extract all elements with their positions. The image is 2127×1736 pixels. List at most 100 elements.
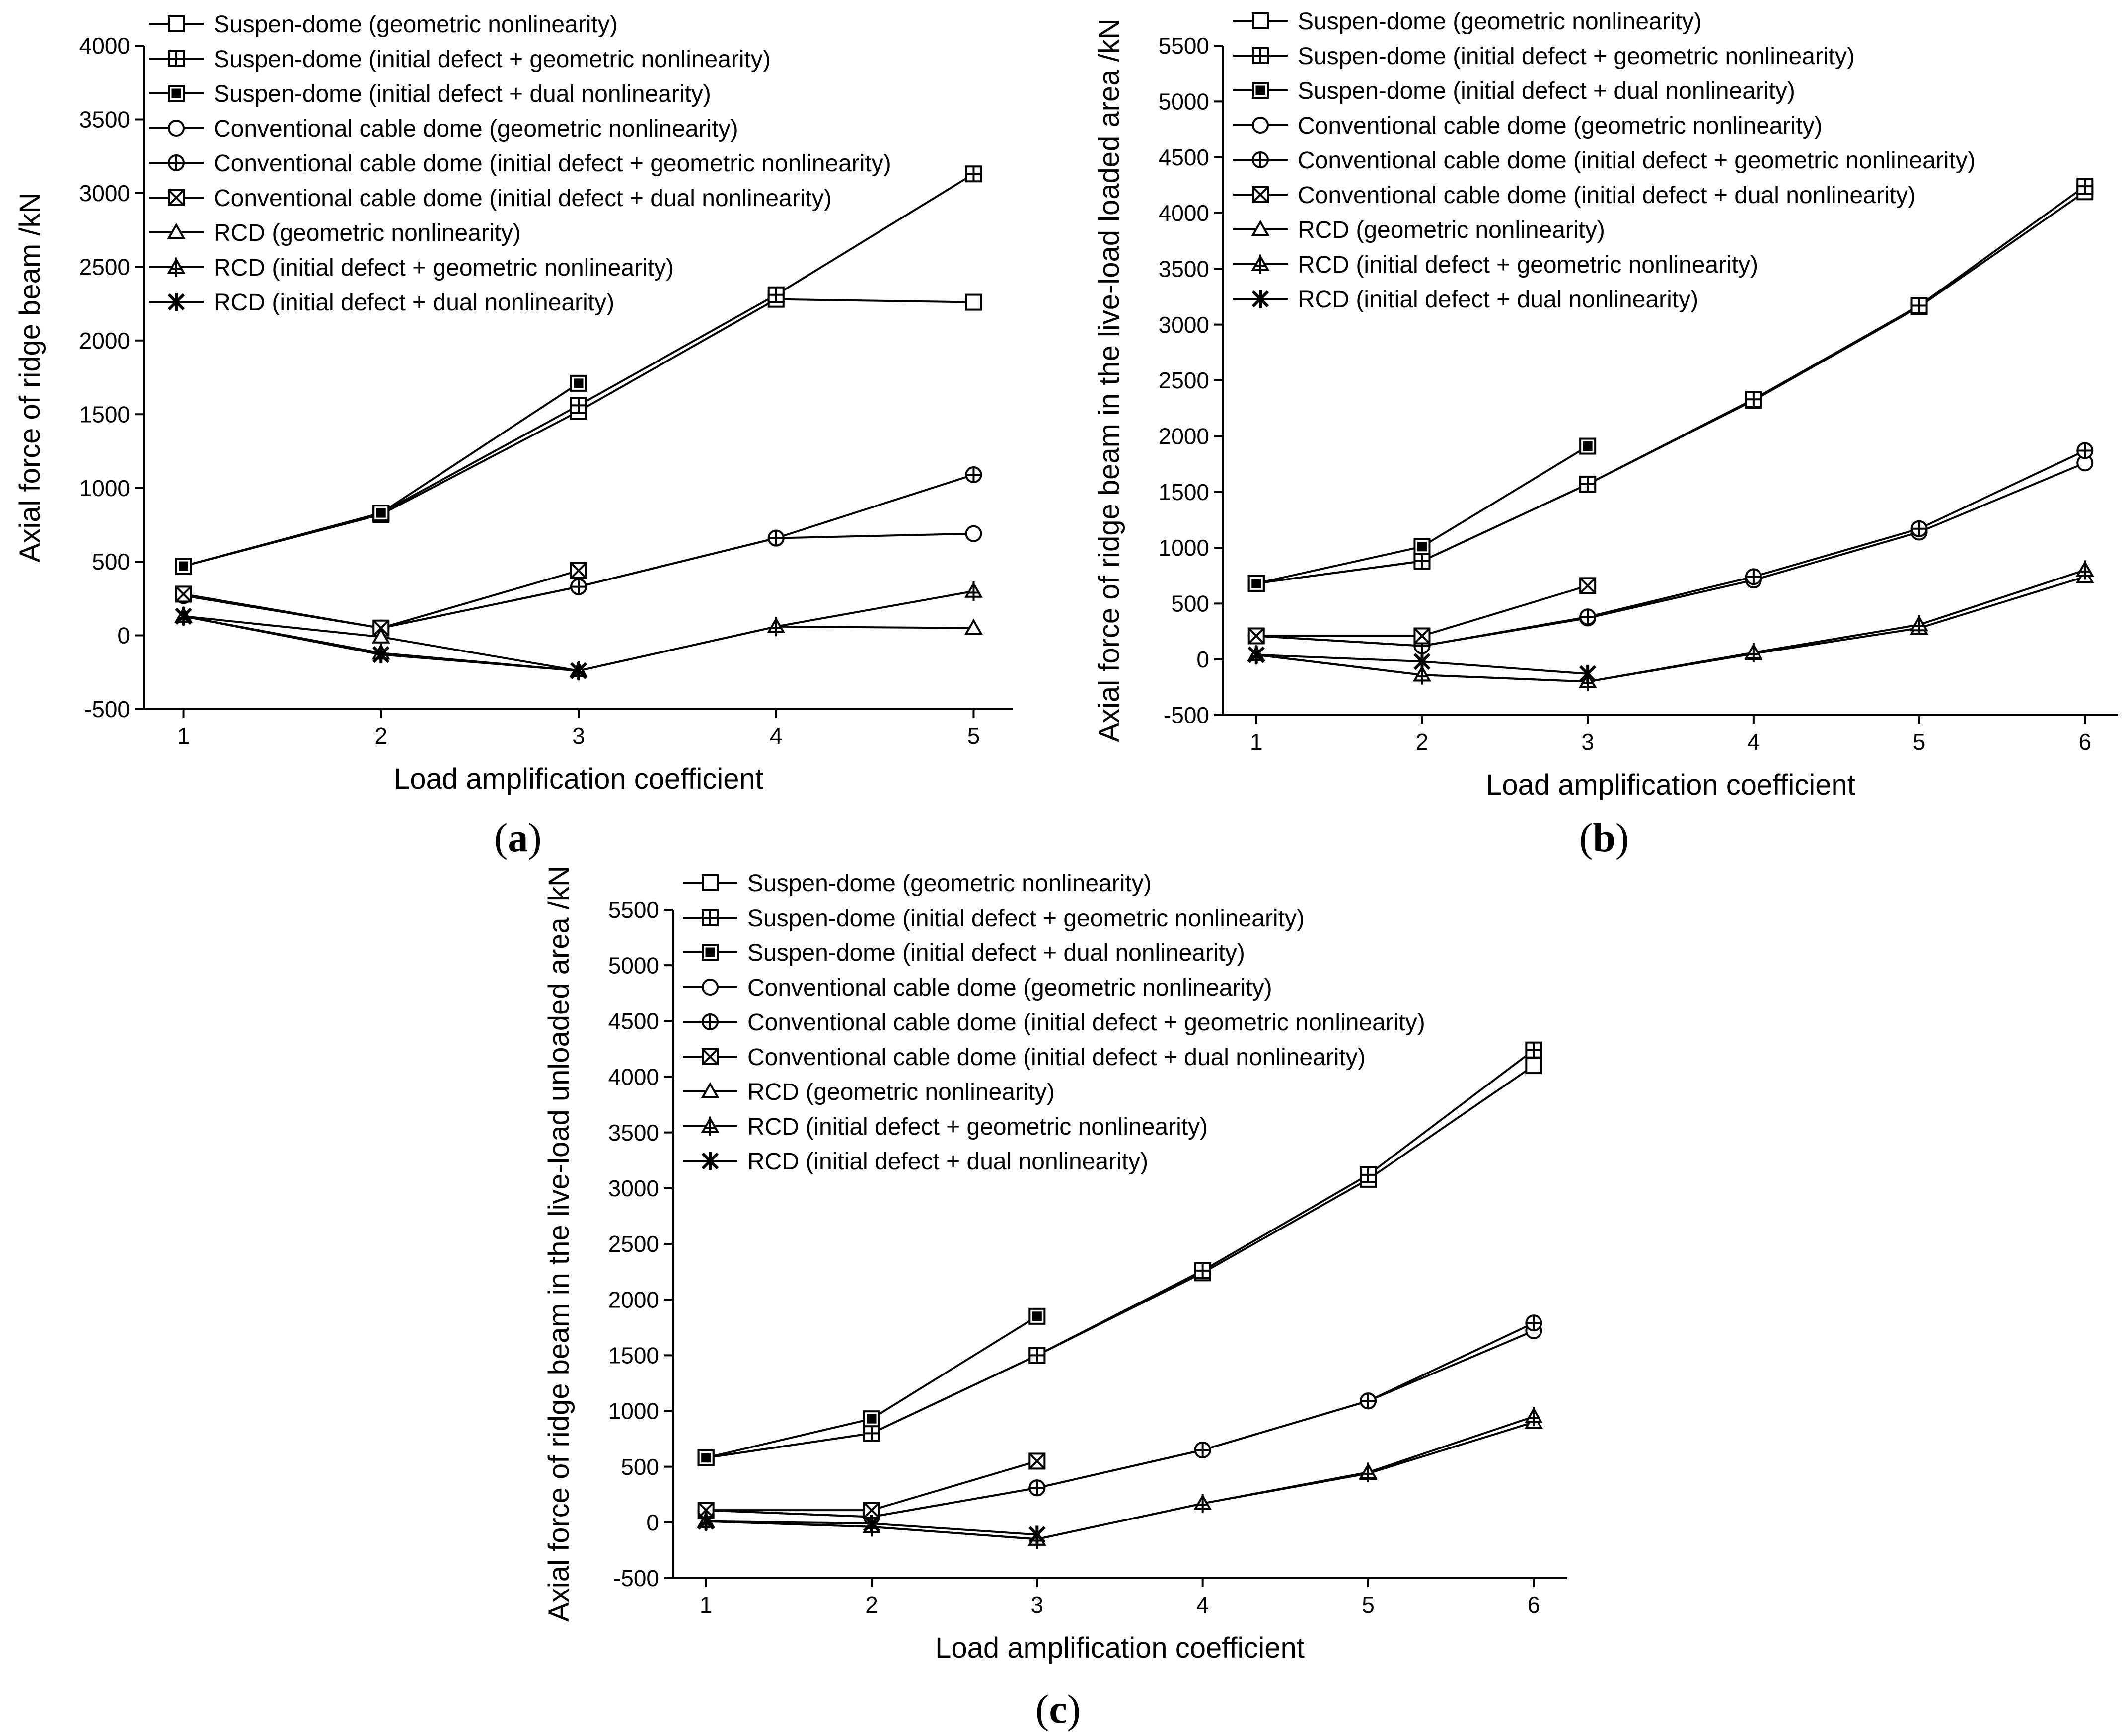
chart-b-series-suspen-dome-initial-defect-dual-nonlinearity-point-1 bbox=[1413, 538, 1431, 555]
chart-a-y-tick-label-5: 2000 bbox=[79, 328, 130, 354]
chart-c-legend-entry-2-marker-dot bbox=[705, 947, 715, 957]
chart-b-legend: Suspen-dome (geometric nonlinearity) Susp… bbox=[1233, 8, 1976, 313]
chart-b-legend-entry-0-marker bbox=[1252, 12, 1269, 29]
chart-c-legend-entry-0-marker-shape bbox=[702, 874, 719, 891]
chart-c-series-conventional-cable-dome-initial-defect-geometric-nonlinearity-point-4 bbox=[1360, 1392, 1377, 1410]
chart-a-legend-entry-2-marker bbox=[168, 85, 185, 102]
chart-b-y-tick-label-6: 2500 bbox=[1159, 367, 1209, 393]
chart-a-series-rcd-geometric-nonlinearity-point-1 bbox=[371, 627, 390, 644]
chart-b-series-conventional-cable-dome-geometric-nonlinearity-line bbox=[1256, 462, 2086, 647]
chart-c-y-axis-label: Axial force of ridge beam in the live-lo… bbox=[543, 866, 575, 1622]
chart-c-series-rcd-initial-defect-geometric-nonlinearity-point-5 bbox=[1524, 1407, 1543, 1427]
chart-b-x-tick-label-4: 5 bbox=[1913, 729, 1926, 755]
chart-a-legend-entry-8-label: RCD (initial defect + dual nonlinearity) bbox=[214, 289, 614, 316]
chart-c-y-tick-label-9: 4000 bbox=[608, 1064, 659, 1090]
chart-a-series-conventional-cable-dome-initial-defect-dual-nonlinearity bbox=[175, 562, 587, 637]
chart-b-x-tick-label-1: 2 bbox=[1416, 729, 1429, 755]
chart-b-series-suspen-dome-initial-defect-dual-nonlinearity-point-1-dot bbox=[1417, 542, 1427, 552]
chart-a-series-suspen-dome-geometric-nonlinearity-line bbox=[183, 298, 974, 567]
chart-b-y-tick-label-7: 3000 bbox=[1159, 312, 1209, 338]
chart-b-x-tick-label-2: 3 bbox=[1581, 729, 1594, 755]
chart-b-series-suspen-dome-initial-defect-geometric-nonlinearity-point-5 bbox=[2076, 178, 2094, 195]
chart-a-legend-entry-7-marker bbox=[167, 257, 186, 277]
panel-label-c-text: c bbox=[1049, 1686, 1067, 1732]
chart-c-y-tick-label-1: 0 bbox=[646, 1510, 659, 1535]
chart-a-series-conventional-cable-dome-geometric-nonlinearity-point-4-shape bbox=[965, 525, 982, 542]
chart-a-legend-entry-2-label: Suspen-dome (initial defect + dual nonli… bbox=[214, 81, 711, 107]
chart-c-series-suspen-dome-initial-defect-dual-nonlinearity-point-2-dot bbox=[1032, 1311, 1042, 1321]
chart-a-legend-entry-8: RCD (initial defect + dual nonlinearity) bbox=[149, 289, 614, 316]
chart-b-legend-entry-0-marker-shape bbox=[1252, 12, 1269, 29]
chart-b-legend-entry-7: RCD (initial defect + geometric nonlinea… bbox=[1233, 252, 1758, 278]
chart-c-series-conventional-cable-dome-initial-defect-geometric-nonlinearity-point-2 bbox=[1028, 1479, 1046, 1497]
chart-b-legend-entry-8-marker bbox=[1251, 290, 1269, 308]
chart-c-series-rcd-initial-defect-dual-nonlinearity-point-1 bbox=[863, 1515, 880, 1533]
chart-b-series-conventional-cable-dome-geometric-nonlinearity bbox=[1247, 454, 2094, 654]
chart-b-y-tick-label-11: 5000 bbox=[1159, 88, 1209, 114]
chart-c-legend-entry-6-marker bbox=[701, 1082, 720, 1098]
chart-b-x-tick-label-3: 4 bbox=[1747, 729, 1760, 755]
chart-b-series-suspen-dome-initial-defect-dual-nonlinearity-point-0-dot bbox=[1251, 579, 1261, 588]
chart-b-series-rcd-geometric-nonlinearity-line bbox=[1256, 576, 2085, 683]
chart-b-legend-entry-5-label: Conventional cable dome (initial defect … bbox=[1298, 182, 1916, 209]
chart-b-x-tick-label-0: 1 bbox=[1250, 729, 1263, 755]
chart-b-series-suspen-dome-initial-defect-dual-nonlinearity bbox=[1247, 437, 1597, 592]
chart-a-series-rcd-geometric-nonlinearity-point-4-shape bbox=[964, 618, 983, 635]
chart-a-legend-entry-1-label: Suspen-dome (initial defect + geometric … bbox=[214, 46, 771, 72]
chart-a-legend-entry-2-marker-dot bbox=[171, 88, 181, 98]
chart-c-series-conventional-cable-dome-geometric-nonlinearity-line bbox=[706, 1330, 1535, 1518]
chart-c-series-suspen-dome-initial-defect-dual-nonlinearity-point-1-dot bbox=[867, 1414, 877, 1424]
chart-b-legend-entry-4-label: Conventional cable dome (initial defect … bbox=[1298, 147, 1976, 174]
chart-a-series-conventional-cable-dome-initial-defect-geometric-nonlinearity-point-3 bbox=[767, 529, 785, 547]
chart-a-x-tick-label-4: 5 bbox=[967, 723, 980, 749]
chart-c-series-suspen-dome-initial-defect-geometric-nonlinearity-point-1 bbox=[863, 1425, 880, 1442]
chart-c-legend-entry-3-marker bbox=[702, 979, 719, 996]
chart-c-series-conventional-cable-dome-initial-defect-geometric-nonlinearity-point-3 bbox=[1194, 1442, 1211, 1459]
chart-a-series-conventional-cable-dome-initial-defect-geometric-nonlinearity-point-4 bbox=[965, 466, 982, 483]
chart-a-series-rcd-initial-defect-geometric-nonlinearity-point-4 bbox=[964, 581, 983, 601]
chart-b-y-axis-label: Axial force of ridge beam in the live-lo… bbox=[1093, 18, 1125, 742]
chart-b-series-rcd-initial-defect-geometric-nonlinearity-line bbox=[1256, 569, 2085, 683]
chart-b-y-tick-label-2: 500 bbox=[1171, 590, 1209, 616]
chart-b-y-tick-label-3: 1000 bbox=[1159, 535, 1209, 561]
chart-c-legend-entry-2-marker bbox=[702, 944, 719, 961]
chart-c-y-tick-label-7: 3000 bbox=[608, 1175, 659, 1201]
chart-b-legend-entry-7-marker bbox=[1251, 254, 1270, 274]
panel-label-b: (b) bbox=[1579, 815, 1629, 860]
chart-b-legend-entry-6-marker-shape bbox=[1251, 219, 1270, 236]
chart-c-series-rcd-initial-defect-dual-nonlinearity-point-0 bbox=[697, 1512, 715, 1530]
chart-a-series-conventional-cable-dome-initial-defect-geometric-nonlinearity-line bbox=[183, 474, 974, 629]
chart-c-legend-entry-4-marker bbox=[702, 1013, 719, 1030]
chart-c-series-conventional-cable-dome-initial-defect-dual-nonlinearity bbox=[697, 1452, 1046, 1519]
chart-a-legend-entry-0-marker-shape bbox=[168, 15, 185, 32]
chart-c-legend-entry-7-label: RCD (initial defect + geometric nonlinea… bbox=[747, 1114, 1208, 1140]
panel-label-a: (a) bbox=[494, 815, 542, 860]
chart-a-legend-entry-6-label: RCD (geometric nonlinearity) bbox=[214, 220, 521, 246]
chart-b-legend-entry-4-marker bbox=[1252, 151, 1269, 168]
chart-a-legend-entry-2: Suspen-dome (initial defect + dual nonli… bbox=[149, 81, 711, 107]
chart-a-legend-entry-5-label: Conventional cable dome (initial defect … bbox=[214, 185, 832, 212]
chart-a-legend-entry-5-marker bbox=[168, 189, 185, 206]
chart-c-series-rcd-initial-defect-dual-nonlinearity-point-2 bbox=[1028, 1525, 1046, 1544]
chart-b-x-axis-label: Load amplification coefficient bbox=[1486, 769, 1855, 801]
chart-b-series-conventional-cable-dome-initial-defect-geometric-nonlinearity-point-4 bbox=[1910, 520, 1928, 537]
chart-c-legend-entry-1-marker bbox=[702, 909, 719, 926]
chart-a-series-rcd-initial-defect-dual-nonlinearity-point-0 bbox=[175, 607, 192, 625]
chart-c-legend-entry-6-marker-shape bbox=[701, 1082, 720, 1098]
chart-a-series-suspen-dome-geometric-nonlinearity-point-4 bbox=[965, 293, 982, 311]
chart-c-y-tick-label-6: 2500 bbox=[608, 1231, 659, 1257]
chart-c-y-tick-label-12: 5500 bbox=[608, 897, 659, 923]
chart-a-x-tick-label-1: 2 bbox=[374, 723, 387, 749]
chart-b-series-conventional-cable-dome-initial-defect-geometric-nonlinearity bbox=[1247, 442, 2094, 654]
chart-c: -500050010001500200025003000350040004500… bbox=[543, 866, 1567, 1664]
chart-c-legend-entry-7: RCD (initial defect + geometric nonlinea… bbox=[683, 1114, 1208, 1140]
chart-a-series-rcd-geometric-nonlinearity-point-4 bbox=[964, 618, 983, 635]
chart-a-legend-entry-5: Conventional cable dome (initial defect … bbox=[149, 185, 832, 212]
chart-c-y-tick-label-0: -500 bbox=[613, 1565, 659, 1591]
chart-b-series-conventional-cable-dome-initial-defect-geometric-nonlinearity-line bbox=[1256, 449, 2086, 647]
chart-c-series-conventional-cable-dome-initial-defect-geometric-nonlinearity-point-5 bbox=[1525, 1314, 1542, 1332]
chart-b-legend-entry-2-label: Suspen-dome (initial defect + dual nonli… bbox=[1298, 78, 1795, 104]
chart-b-legend-entry-1-marker bbox=[1252, 47, 1269, 64]
chart-a-series-suspen-dome-initial-defect-dual-nonlinearity-point-2-dot bbox=[574, 378, 584, 388]
chart-a-y-tick-label-7: 3000 bbox=[79, 180, 130, 206]
